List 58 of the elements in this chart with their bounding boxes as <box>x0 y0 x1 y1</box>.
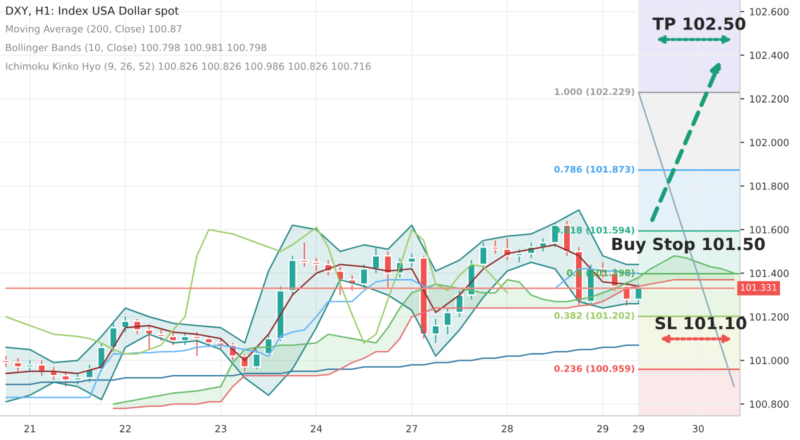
y-tick-label: 101.800 <box>750 182 789 190</box>
annotation: Ichimoku Kinko Hyo (9, 26, 52) 100.826 100.826 100.986 100.826 100.716 <box>6 62 371 72</box>
candlestick <box>109 322 118 352</box>
candlestick <box>443 308 452 335</box>
y-tick-label: 101.200 <box>750 313 789 321</box>
line-series <box>5 226 508 355</box>
y-tick-label: 102.600 <box>750 8 789 16</box>
annotation: TP 102.50 <box>652 17 746 30</box>
candlestick <box>180 332 190 346</box>
annotation: SL 101.10 <box>656 316 746 330</box>
candlestick <box>372 246 380 274</box>
ref-line-label: 0.236 (100.959) <box>554 365 634 374</box>
x-tick-label: 23 <box>215 425 226 432</box>
annotation: Bollinger Bands (10, Close) 100.798 100.981 100.798 <box>6 44 266 54</box>
x-tick-label: 22 <box>120 425 131 432</box>
candlestick <box>408 253 416 268</box>
candlestick <box>252 348 261 370</box>
y-tick-label: 102.000 <box>750 138 789 146</box>
x-tick-label: 29 <box>597 425 608 432</box>
text: DXY, H1: Index USA Dollar spot <box>6 6 179 17</box>
candlestick <box>156 329 166 342</box>
x-tick-label: 29 <box>633 425 644 432</box>
y-tick-label: 100.800 <box>750 400 789 408</box>
ref-line-label: 0.786 (101.873) <box>554 166 634 174</box>
candlestick <box>61 370 70 388</box>
x-tick-label: 28 <box>502 425 513 432</box>
candlestick <box>168 332 178 346</box>
line-series <box>5 344 640 386</box>
candlestick <box>26 360 34 372</box>
annotation: Buy Stop 101.50 <box>612 238 765 254</box>
x-tick-label: 21 <box>24 425 36 432</box>
candlestick <box>300 242 309 268</box>
ref-line-label: 0.382 (101.202) <box>554 312 634 320</box>
candlestick <box>514 248 524 263</box>
annotation: Moving Average (200, Close) 100.87 <box>6 24 182 34</box>
candlestick <box>431 318 440 344</box>
candlestick <box>73 372 82 385</box>
candlestick <box>14 358 22 372</box>
y-tick-label: 101.600 <box>750 226 789 234</box>
ref-line-label: 1.000 (102.229) <box>554 88 634 96</box>
candlestick <box>144 324 154 350</box>
x-tick-label: 30 <box>692 425 704 432</box>
candlestick <box>491 240 500 254</box>
y-tick-label: 102.200 <box>750 95 789 103</box>
candlestick <box>312 257 321 272</box>
candlestick <box>121 316 130 333</box>
y-tick-label: 101.000 <box>750 356 789 364</box>
x-tick-label: 24 <box>310 425 322 432</box>
y-tick-label: 102.400 <box>750 52 789 59</box>
candlestick <box>192 332 202 357</box>
x-tick-label: 27 <box>406 425 418 432</box>
candlestick <box>2 356 10 368</box>
candlestick <box>204 336 214 348</box>
y-tick-label: 101.400 <box>750 270 789 278</box>
candlestick <box>360 264 368 290</box>
annotation: 101.331 <box>740 284 776 291</box>
candlestick <box>384 250 392 290</box>
candlestick <box>479 242 488 270</box>
